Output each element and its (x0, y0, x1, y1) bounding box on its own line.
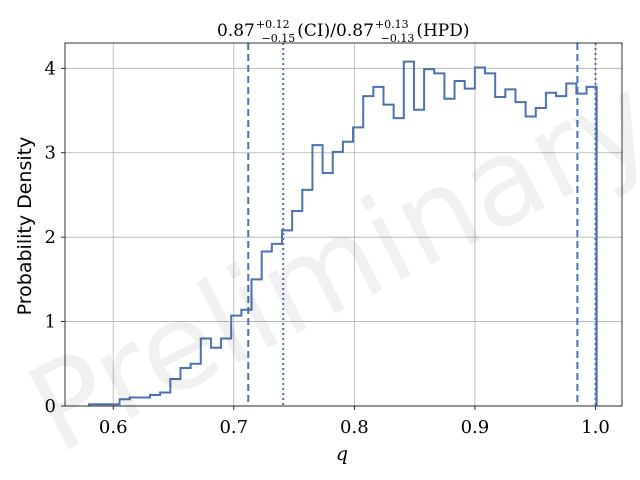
x-tick-label: 0.8 (340, 417, 369, 438)
title-hpd-plus: +0.13 (375, 18, 409, 31)
x-tick-label: 0.9 (461, 417, 490, 438)
y-tick-label: 4 (45, 58, 56, 79)
x-tick-label: 0.6 (99, 417, 128, 438)
interval-lines (247, 43, 597, 406)
y-axis-label: Probability Density (14, 137, 36, 316)
chart-title: 0.87+0.12 −0.15 (CI)/0.87+0.13 −0.13 (HPD) (217, 18, 470, 45)
y-tick-label: 2 (45, 227, 56, 248)
x-axis-label: q (336, 443, 348, 465)
y-tick-label: 3 (45, 143, 56, 164)
y-tick-label: 0 (45, 396, 56, 417)
title-hpd-minus: −0.13 (381, 32, 415, 45)
axis-ticks: 0.6 0.7 0.8 0.9 1.0 0 1 2 3 4 (45, 58, 610, 438)
x-tick-label: 1.0 (581, 417, 610, 438)
x-tick-label: 0.7 (219, 417, 248, 438)
histogram-series (88, 60, 598, 406)
title-ci-plus: +0.12 (256, 18, 290, 31)
histogram-step-line (88, 60, 598, 406)
plot-frame (64, 42, 623, 407)
title-ci-minus: −0.15 (262, 32, 296, 45)
y-tick-label: 1 (45, 312, 56, 333)
